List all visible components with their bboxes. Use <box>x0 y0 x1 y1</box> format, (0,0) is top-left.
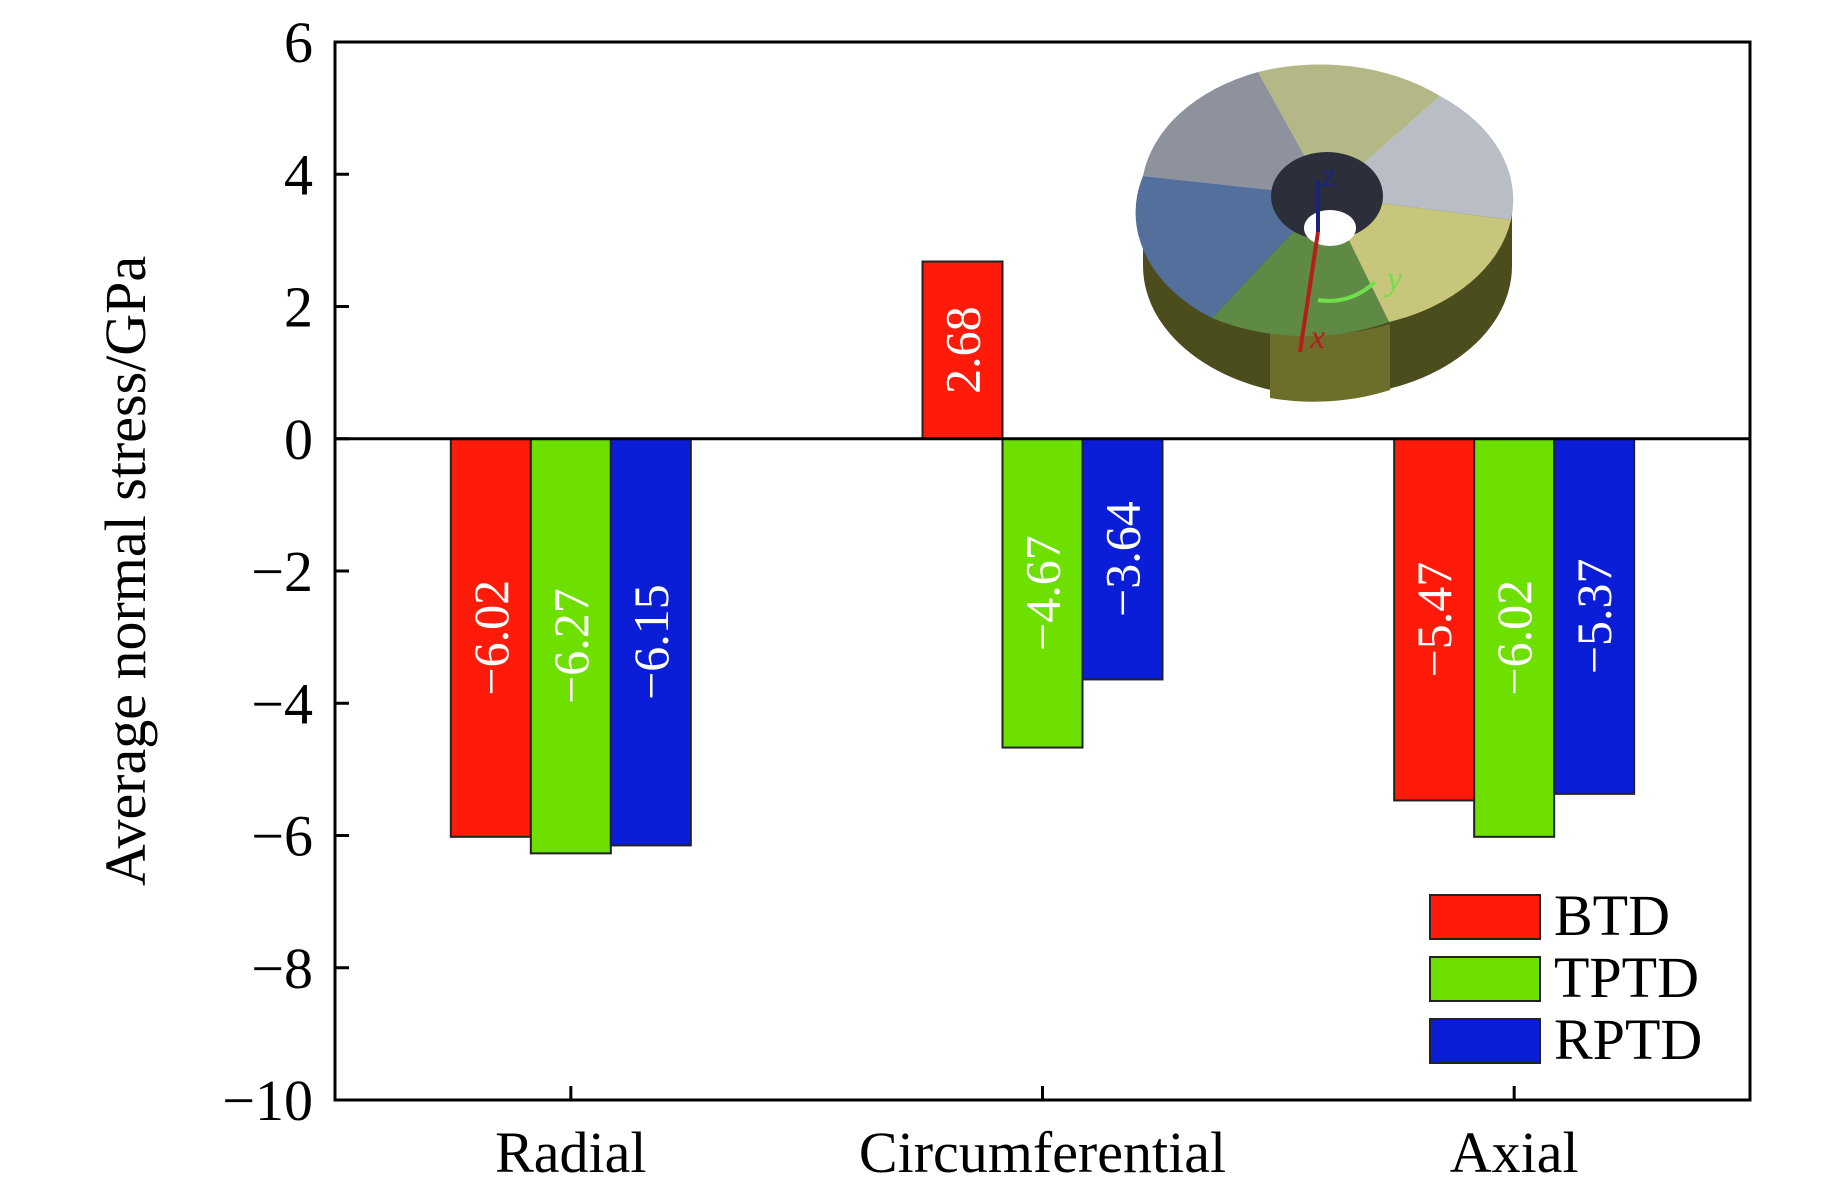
bar-rptd-circumferential <box>1081 437 1164 681</box>
bar-value-label: −6.27 <box>543 588 599 704</box>
y-axis: 6 4 2 0 −2 −4 −6 −8 −10 <box>222 10 349 1133</box>
bar-value-label: −6.02 <box>463 580 519 696</box>
legend-swatch-btd <box>1429 894 1541 940</box>
y-tick-label: −10 <box>222 1068 313 1133</box>
inset-axis-label-y: y <box>1384 261 1403 298</box>
inset-axis-label-z: z <box>1321 157 1335 194</box>
legend-label-rptd: RPTD <box>1554 1007 1702 1072</box>
bar-btd-radial <box>449 437 532 838</box>
ring-inner-hole-wall <box>1271 152 1383 240</box>
y-tick-label: 4 <box>284 142 313 207</box>
ring-sector-5 <box>1212 196 1389 337</box>
y-tick-label: 2 <box>284 275 313 340</box>
inset-ring-model: z y x <box>1135 64 1514 402</box>
y-tick-label: 6 <box>284 10 313 75</box>
legend-label-tptd: TPTD <box>1554 945 1699 1010</box>
x-category-label: Radial <box>495 1120 646 1181</box>
bar-rptd-radial <box>609 437 692 847</box>
legend-label-btd: BTD <box>1554 883 1670 948</box>
bar-tptd-radial <box>529 437 612 855</box>
inset-axis-label-x: x <box>1309 319 1325 356</box>
y-tick-label: −4 <box>251 671 313 736</box>
legend-swatch-tptd <box>1429 956 1541 1002</box>
x-category-label: Axial <box>1450 1120 1579 1181</box>
y-tick-label: 0 <box>284 407 313 472</box>
bar-value-label: −5.37 <box>1566 558 1622 674</box>
ring-side-wall-front <box>1270 324 1390 402</box>
bar-rptd-axial <box>1553 437 1636 795</box>
legend-swatch-rptd <box>1429 1018 1541 1064</box>
bar-value-label: −4.67 <box>1015 535 1071 651</box>
x-axis: Radial Circumferential Axial <box>495 1086 1579 1181</box>
inset-y-axis <box>1317 280 1377 303</box>
y-tick-label: −6 <box>251 804 313 869</box>
ring-sector-2 <box>1258 64 1440 196</box>
inset-x-axis <box>1298 231 1320 353</box>
ring-sector-1 <box>1143 72 1327 196</box>
bar-value-label: −5.47 <box>1406 562 1462 678</box>
y-tick-label: −2 <box>251 539 313 604</box>
x-category-label: Circumferential <box>859 1120 1226 1181</box>
bar-btd-circumferential <box>921 260 1004 440</box>
ring-inner-hole <box>1304 210 1356 246</box>
ring-sector-4 <box>1327 196 1511 322</box>
y-tick-label: −8 <box>251 936 313 1001</box>
bar-value-label: 2.68 <box>935 306 991 394</box>
bars: −6.02 −6.27 −6.152.68−4.67 −3.64−5.47 −6.02−… <box>449 260 1636 855</box>
y-axis-title: Average normal stress/GPa <box>93 256 158 886</box>
bar-value-label: −6.15 <box>623 584 679 700</box>
bar-value-label: −6.02 <box>1486 580 1542 696</box>
bar-value-label: −3.64 <box>1095 501 1151 617</box>
